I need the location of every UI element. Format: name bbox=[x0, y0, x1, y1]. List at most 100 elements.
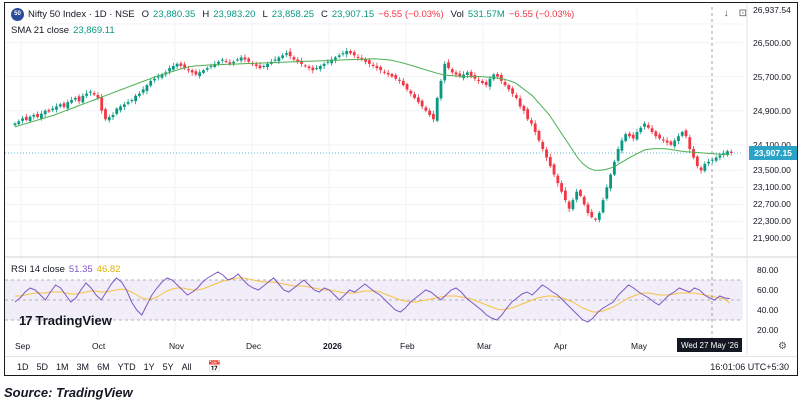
price-tick-label: 26,500.00 bbox=[753, 37, 791, 48]
price-tick-label: 25,700.00 bbox=[753, 71, 791, 82]
candle-body bbox=[507, 85, 511, 90]
rsi-ma-line bbox=[15, 277, 731, 313]
candle-body bbox=[247, 58, 251, 62]
candle-body bbox=[669, 141, 673, 145]
candle-body bbox=[541, 142, 545, 150]
rsi-tick-label: 40.00 bbox=[757, 305, 779, 315]
arrow-down-icon[interactable]: ↓ bbox=[723, 8, 729, 19]
candle-body bbox=[115, 108, 119, 114]
candle-body bbox=[654, 131, 658, 137]
candle-body bbox=[605, 187, 609, 199]
candle-body bbox=[24, 116, 28, 121]
calendar-icon[interactable]: 📅 bbox=[207, 361, 222, 373]
rsi-name: RSI 14 close bbox=[11, 263, 65, 275]
chart-canvas[interactable] bbox=[5, 3, 798, 376]
price-tick-label: 23,500.00 bbox=[753, 165, 791, 176]
rsi-value: 51.35 bbox=[68, 263, 93, 275]
candle-body bbox=[345, 51, 349, 55]
candle-body bbox=[458, 73, 462, 77]
candle-body bbox=[119, 106, 122, 111]
candle-body bbox=[631, 134, 635, 139]
candle-body bbox=[579, 190, 582, 196]
candle-body bbox=[322, 63, 326, 66]
candle-body bbox=[398, 79, 401, 81]
candle-body bbox=[66, 102, 70, 109]
candle-body bbox=[326, 61, 330, 63]
gear-icon[interactable]: ⚙ bbox=[778, 341, 787, 352]
time-tick-label: Oct bbox=[92, 341, 106, 351]
candle-body bbox=[107, 117, 111, 121]
change-value: −6.55 (−0.03%) bbox=[378, 8, 444, 20]
price-tick-label: 23,100.00 bbox=[753, 182, 791, 193]
bottom-toolbar: 1D 5D 1M 3M 6M YTD 1Y 5Y All 📅 16:01:06 UTC+5:30 bbox=[5, 356, 797, 375]
candle-body bbox=[443, 63, 447, 81]
candle-body bbox=[703, 163, 707, 171]
candle-body bbox=[688, 137, 692, 150]
candle-body bbox=[499, 75, 503, 81]
candle-body bbox=[13, 123, 17, 126]
current-price-tag: 23,907.15 bbox=[749, 145, 797, 160]
candle-body bbox=[266, 63, 269, 68]
candle-body bbox=[337, 55, 341, 57]
range-button-1y[interactable]: 1Y bbox=[140, 362, 159, 372]
time-tick-label: Nov bbox=[169, 341, 185, 351]
price-tick-label: 22,300.00 bbox=[753, 216, 791, 227]
candle-body bbox=[70, 100, 73, 103]
candle-body bbox=[104, 109, 107, 120]
candle-body bbox=[518, 98, 522, 107]
rsi-ma-value: 46.82 bbox=[96, 263, 121, 275]
candle-body bbox=[51, 108, 55, 111]
candle-body bbox=[695, 156, 699, 167]
close-value: 23,907.15 bbox=[331, 8, 375, 20]
candle-body bbox=[209, 65, 213, 67]
symbol-badge[interactable]: 50 bbox=[11, 7, 24, 21]
range-button-5d[interactable]: 5D bbox=[33, 362, 53, 372]
candle-body bbox=[183, 64, 187, 69]
candle-body bbox=[273, 59, 277, 61]
candle-body bbox=[665, 140, 669, 143]
candle-body bbox=[198, 72, 202, 77]
candle-body bbox=[55, 106, 58, 110]
range-button-6m[interactable]: 6M bbox=[93, 362, 114, 372]
candle-body bbox=[254, 64, 258, 66]
candle-body bbox=[677, 136, 680, 142]
candle-body bbox=[616, 149, 620, 161]
candle-body bbox=[81, 95, 85, 103]
range-button-ytd[interactable]: YTD bbox=[114, 362, 140, 372]
candle-body bbox=[454, 72, 458, 75]
candle-body bbox=[318, 65, 322, 70]
candle-body bbox=[601, 200, 605, 213]
candle-body bbox=[533, 123, 537, 132]
candle-body bbox=[141, 89, 145, 93]
candles bbox=[13, 47, 733, 223]
candle-body bbox=[386, 72, 390, 75]
candle-body bbox=[477, 79, 481, 81]
volume-value: 531.57M bbox=[467, 8, 505, 20]
candle-body bbox=[236, 59, 239, 61]
time-tick-label: Dec bbox=[246, 341, 262, 351]
candle-body bbox=[612, 161, 616, 175]
sma-name: SMA 21 close bbox=[11, 24, 70, 36]
candle-body bbox=[17, 121, 21, 124]
symbol-name[interactable]: Nifty 50 Index · 1D · NSE bbox=[28, 8, 135, 20]
restore-icon[interactable]: ⊡ bbox=[738, 8, 747, 19]
candle-body bbox=[379, 67, 383, 71]
range-button-all[interactable]: All bbox=[178, 362, 196, 372]
candle-body bbox=[726, 151, 729, 155]
sma-legend[interactable]: SMA 21 close 23,869.11 bbox=[11, 23, 115, 37]
candle-body bbox=[28, 116, 32, 122]
main-legend: 50 Nifty 50 Index · 1D · NSE O 23,880.35… bbox=[11, 7, 574, 21]
candle-body bbox=[567, 201, 571, 209]
candle-body bbox=[258, 65, 262, 69]
range-button-3m[interactable]: 3M bbox=[73, 362, 94, 372]
candle-body bbox=[661, 139, 665, 141]
volume-change: −6.55 (−0.03%) bbox=[508, 8, 575, 20]
range-button-1m[interactable]: 1M bbox=[52, 362, 73, 372]
candle-body bbox=[571, 200, 575, 210]
rsi-legend[interactable]: RSI 14 close 51.35 46.82 bbox=[11, 262, 120, 276]
candle-body bbox=[450, 69, 454, 73]
range-button-5y[interactable]: 5Y bbox=[159, 362, 178, 372]
range-button-1d[interactable]: 1D bbox=[13, 362, 33, 372]
candle-body bbox=[122, 104, 126, 107]
candle-body bbox=[511, 88, 514, 94]
